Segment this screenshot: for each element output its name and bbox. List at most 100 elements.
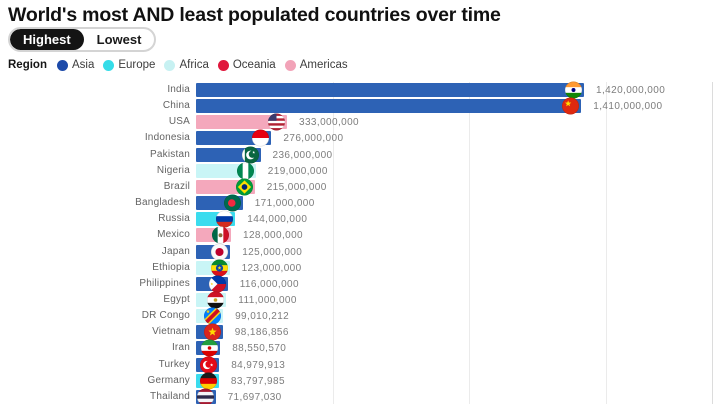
country-label: Ethiopia bbox=[152, 261, 190, 273]
country-label: China bbox=[162, 100, 190, 112]
chart-row: Vietnam 98,186,856 bbox=[0, 323, 720, 341]
legend-dot-americas bbox=[284, 59, 296, 71]
country-label: DR Congo bbox=[141, 310, 190, 322]
chart-row: USA 333,000,000 bbox=[0, 113, 720, 131]
chart-row: Egypt 111,000,000 bbox=[0, 291, 720, 309]
country-label: Indonesia bbox=[144, 132, 190, 144]
country-label: Vietnam bbox=[152, 326, 190, 338]
chart-row: Nigeria 219,000,000 bbox=[0, 162, 720, 180]
usa-flag-icon bbox=[268, 113, 285, 131]
chart-title: World's most AND least populated countri… bbox=[8, 4, 501, 26]
population-bar bbox=[196, 162, 256, 180]
chart-row: Philippines 116,000,000 bbox=[0, 275, 720, 293]
bangladesh-flag-icon bbox=[223, 194, 241, 212]
legend-item-europe: Europe bbox=[103, 59, 155, 71]
population-value: 84,979,913 bbox=[231, 359, 286, 371]
population-value: 215,000,000 bbox=[266, 181, 327, 193]
chart-row: Thailand 71,697,030 bbox=[0, 388, 720, 404]
legend-label: Europe bbox=[118, 59, 156, 71]
population-value: 144,000,000 bbox=[247, 214, 308, 226]
population-value: 236,000,000 bbox=[272, 149, 333, 161]
chart-row: Germany 83,797,985 bbox=[0, 372, 720, 390]
toggle-highest[interactable]: Highest bbox=[10, 29, 84, 50]
population-value: 333,000,000 bbox=[299, 117, 360, 129]
legend-dot-asia bbox=[56, 59, 68, 71]
chart-row: Brazil 215,000,000 bbox=[0, 178, 720, 196]
chart-row: Mexico 128,000,000 bbox=[0, 226, 720, 244]
bar-chart: India 1,420,000,000 China 1,410,000,000 USA 3… bbox=[0, 80, 720, 404]
population-bar bbox=[196, 81, 584, 99]
population-bar bbox=[196, 307, 224, 325]
population-bar bbox=[196, 129, 272, 147]
chart-row: Indonesia 276,000,000 bbox=[0, 129, 720, 147]
country-label: Germany bbox=[147, 374, 190, 386]
chart-row: Bangladesh 171,000,000 bbox=[0, 194, 720, 212]
country-label: Mexico bbox=[157, 229, 190, 241]
population-bar bbox=[196, 146, 261, 164]
population-value: 1,410,000,000 bbox=[593, 101, 663, 113]
india-flag-icon bbox=[565, 81, 582, 99]
population-bar bbox=[196, 97, 582, 115]
country-label: Brazil bbox=[163, 180, 190, 192]
pakistan-flag-icon bbox=[241, 146, 259, 164]
country-label: Japan bbox=[161, 245, 190, 257]
highest-lowest-toggle: Highest Lowest bbox=[8, 27, 157, 52]
population-bar bbox=[196, 194, 243, 212]
population-value: 171,000,000 bbox=[254, 198, 315, 209]
population-value: 71,697,030 bbox=[227, 391, 282, 403]
population-bar bbox=[196, 275, 228, 293]
legend-item-africa: Africa bbox=[164, 59, 209, 71]
chart-row: Iran 88,550,570 bbox=[0, 339, 720, 357]
legend-item-asia: Asia bbox=[56, 59, 95, 71]
plot-right-border bbox=[712, 82, 713, 404]
egypt-flag-icon bbox=[207, 291, 225, 309]
population-value: 88,550,570 bbox=[232, 343, 287, 355]
population-value: 219,000,000 bbox=[267, 165, 328, 177]
chart-row: Japan 125,000,000 bbox=[0, 243, 720, 261]
population-value: 99,010,212 bbox=[235, 311, 290, 323]
population-bar bbox=[196, 356, 220, 373]
chart-row: DR Congo 99,010,212 bbox=[0, 307, 720, 325]
thailand-flag-icon bbox=[196, 388, 214, 404]
population-bar bbox=[196, 323, 223, 341]
legend-item-americas: Americas bbox=[284, 59, 348, 71]
philippines-flag-icon bbox=[208, 275, 226, 293]
country-label: Nigeria bbox=[156, 164, 190, 176]
country-label: Bangladesh bbox=[135, 197, 190, 208]
legend-label: Americas bbox=[299, 59, 348, 71]
gridline bbox=[469, 82, 471, 404]
population-value: 125,000,000 bbox=[242, 246, 303, 258]
ethiopia-flag-icon bbox=[210, 259, 228, 277]
population-bar bbox=[196, 388, 216, 404]
chart-row: Ethiopia 123,000,000 bbox=[0, 259, 720, 277]
population-bar bbox=[196, 372, 219, 390]
japan-flag-icon bbox=[211, 243, 229, 260]
population-value: 1,420,000,000 bbox=[596, 85, 666, 96]
dr-congo-flag-icon bbox=[204, 307, 222, 325]
country-label: Thailand bbox=[150, 390, 190, 402]
country-label: Pakistan bbox=[150, 148, 190, 160]
nigeria-flag-icon bbox=[236, 162, 254, 180]
legend-label: Asia bbox=[71, 59, 95, 71]
vietnam-flag-icon bbox=[203, 323, 221, 341]
turkey-flag-icon bbox=[200, 356, 218, 373]
population-bar bbox=[196, 178, 255, 196]
population-bar bbox=[196, 291, 227, 309]
legend-label: Africa bbox=[179, 59, 209, 71]
country-label: Egypt bbox=[163, 293, 190, 305]
legend-title: Region bbox=[8, 59, 47, 71]
legend-dot-europe bbox=[103, 59, 115, 71]
iran-flag-icon bbox=[201, 339, 219, 357]
country-label: Turkey bbox=[158, 358, 190, 370]
toggle-lowest[interactable]: Lowest bbox=[96, 32, 142, 47]
russia-flag-icon bbox=[216, 210, 234, 228]
population-value: 116,000,000 bbox=[239, 278, 299, 290]
legend-item-oceania: Oceania bbox=[217, 59, 276, 71]
chart-row: Pakistan 236,000,000 bbox=[0, 146, 720, 164]
chart-row: Turkey 84,979,913 bbox=[0, 356, 720, 374]
country-label: India bbox=[167, 84, 190, 95]
gridline bbox=[605, 82, 607, 404]
population-bar bbox=[196, 339, 221, 357]
population-value: 83,797,985 bbox=[230, 375, 285, 387]
